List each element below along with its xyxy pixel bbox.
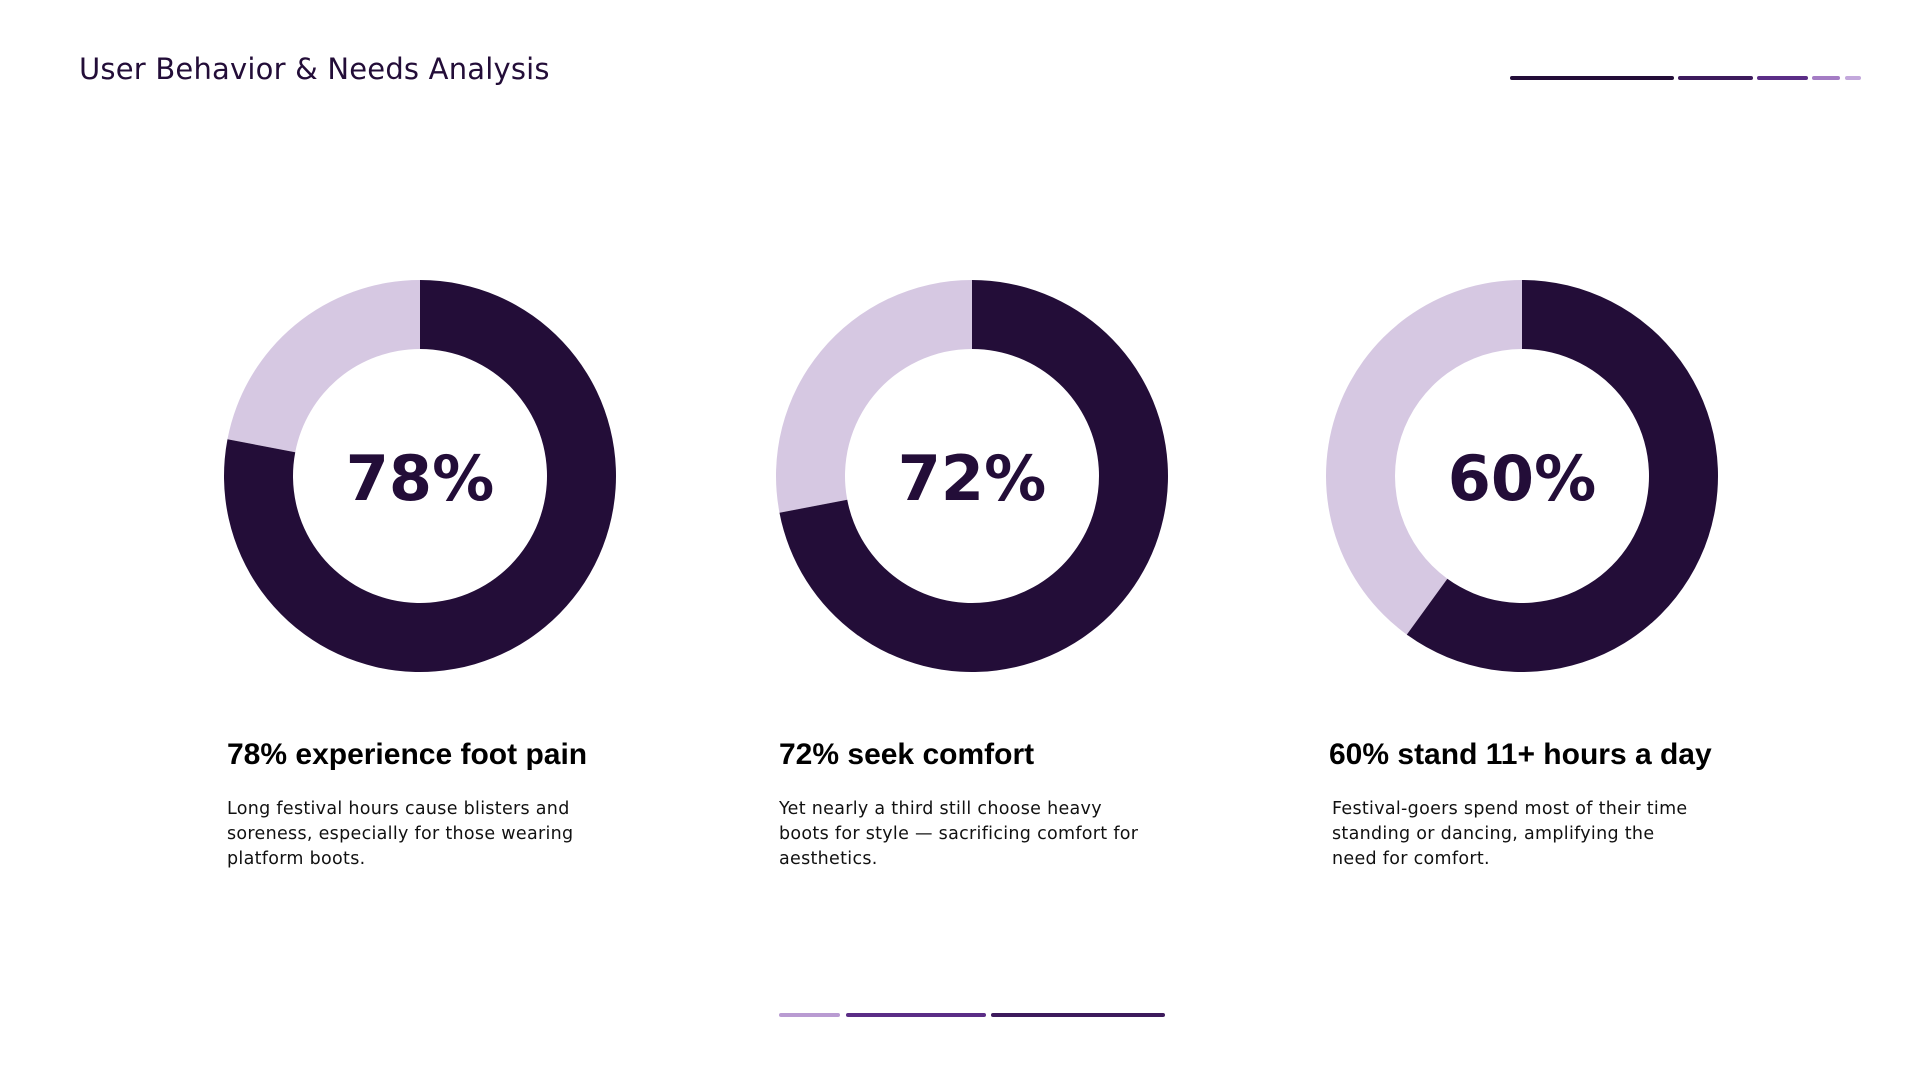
donut-chart-standing: 60%: [1326, 280, 1718, 672]
stat-description: Yet nearly a third still choose heavy bo…: [779, 799, 1139, 869]
stat-card-standing: 60% stand 11+ hours a day Festival-goers…: [1329, 737, 1729, 872]
stat-description: Long festival hours cause blisters and s…: [227, 799, 574, 869]
donut-chart-comfort: 72%: [776, 280, 1168, 672]
donut-svg: 72%: [776, 280, 1168, 672]
top-decor-bar-3: [1757, 76, 1808, 80]
donut-center-label: 72%: [898, 442, 1046, 515]
donut-slice-remainder: [227, 280, 420, 453]
donut-slice-value: [1406, 280, 1718, 672]
stat-card-comfort: 72% seek comfort Yet nearly a third stil…: [779, 737, 1179, 872]
top-decor-bar-5: [1845, 76, 1861, 80]
donut-slice-value: [224, 280, 616, 672]
donut-svg: 60%: [1326, 280, 1718, 672]
top-decor-bar-2: [1678, 76, 1753, 80]
stat-heading: 72% seek comfort: [779, 738, 1035, 771]
donut-slice-remainder: [1326, 280, 1522, 635]
bottom-decor-bar-1: [779, 1013, 840, 1017]
donut-svg: 78%: [224, 280, 616, 672]
bottom-decor-bar-2: [846, 1013, 986, 1017]
stat-heading: 60% stand 11+ hours a day: [1329, 738, 1712, 771]
donut-center-label: 78%: [346, 442, 494, 515]
donut-chart-foot-pain: 78%: [224, 280, 616, 672]
stat-description: Festival-goers spend most of their time …: [1332, 799, 1688, 869]
page-title: User Behavior & Needs Analysis: [79, 52, 550, 86]
donut-slice-remainder: [776, 280, 972, 513]
bottom-decor-bar-3: [991, 1013, 1165, 1017]
donut-slice-value: [779, 280, 1168, 672]
top-decor-bar-4: [1812, 76, 1840, 80]
top-decor-bar-1: [1510, 76, 1674, 80]
stat-heading: 78% experience foot pain: [227, 738, 588, 771]
stat-card-foot-pain: 78% experience foot pain Long festival h…: [227, 737, 627, 872]
donut-center-label: 60%: [1448, 442, 1596, 515]
